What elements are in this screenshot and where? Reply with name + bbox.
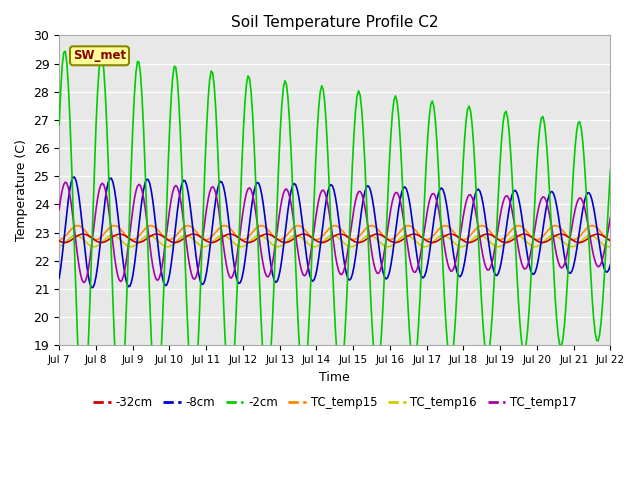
Text: SW_met: SW_met	[73, 49, 126, 62]
Y-axis label: Temperature (C): Temperature (C)	[15, 139, 28, 241]
X-axis label: Time: Time	[319, 371, 350, 384]
Title: Soil Temperature Profile C2: Soil Temperature Profile C2	[231, 15, 438, 30]
Legend: -32cm, -8cm, -2cm, TC_temp15, TC_temp16, TC_temp17: -32cm, -8cm, -2cm, TC_temp15, TC_temp16,…	[88, 392, 582, 414]
